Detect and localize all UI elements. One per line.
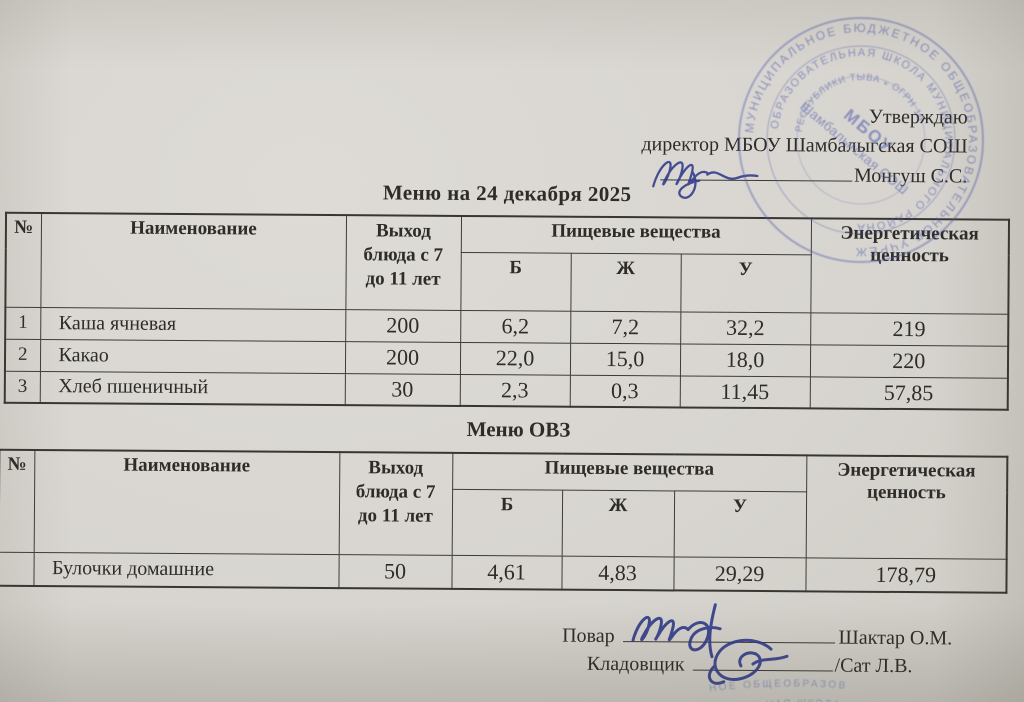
- header-num: №: [0, 449, 35, 552]
- cell-output: 200: [345, 309, 461, 342]
- header-energy: Энергетическая ценность: [805, 455, 1008, 559]
- bottom-stamp-arc1-text: НОЕ ОБЩЕОБРАЗОВ: [709, 678, 846, 694]
- cell-protein: 2,3: [459, 373, 570, 407]
- cell-carbs: 32,2: [680, 311, 811, 345]
- svg-text:НОЕ ОБЩЕОБРАЗОВ: НОЕ ОБЩЕОБРАЗОВ: [709, 678, 848, 694]
- cell-fat: 15,0: [569, 342, 681, 376]
- cell-fat: 4,83: [561, 555, 674, 591]
- header-name: Наименование: [40, 213, 347, 310]
- cook-signature-ink: [631, 603, 722, 659]
- bottom-stamp-arc2-text: НАЯ ШКОЛА: [766, 698, 840, 702]
- director-signature-ink: [652, 161, 759, 199]
- table-row: 3 Хлеб пшеничный 30 2,3 0,3 11,45 57,85: [4, 370, 1008, 410]
- cell-num: 1: [5, 306, 41, 340]
- cell-name: Булочки домашние: [33, 551, 339, 589]
- cell-num: 3: [4, 370, 40, 404]
- header-output: Выход блюда с 7 до 11 лет: [345, 215, 462, 310]
- cell-name: Хлеб пшеничный: [39, 371, 345, 406]
- cell-carbs: 11,45: [679, 375, 810, 409]
- table-row: Булочки домашние 50 4,61 4,83 29,29 178,…: [0, 551, 1007, 593]
- cell-carbs: 29,29: [673, 556, 806, 592]
- cell-energy: 57,85: [809, 376, 1008, 410]
- cook-label: Повар: [562, 624, 615, 648]
- cell-output: 200: [344, 341, 461, 374]
- cell-output: 30: [344, 373, 460, 406]
- cell-name: Какао: [39, 339, 346, 374]
- svg-text:НАЯ ШКОЛА: НАЯ ШКОЛА: [766, 698, 842, 702]
- cell-fat: 0,3: [569, 374, 680, 408]
- header-protein: Б: [460, 251, 571, 311]
- cell-output: 50: [338, 554, 452, 589]
- cell-protein: 4,61: [451, 554, 562, 590]
- ovz-menu-title: Меню ОВЗ: [466, 416, 571, 442]
- header-carbs: У: [673, 490, 807, 558]
- cook-name: Шактар О.М.: [838, 626, 953, 650]
- header-protein: Б: [451, 488, 563, 556]
- cell-energy: 219: [810, 312, 1009, 346]
- cell-num: [0, 551, 34, 586]
- cell-fat: 7,2: [570, 310, 681, 344]
- cell-name: Каша ячневая: [40, 307, 346, 342]
- cell-protein: 22,0: [459, 341, 571, 375]
- ovz-menu-table: № Наименование Выход блюда с 7 до 11 лет…: [0, 448, 1009, 594]
- cell-protein: 6,2: [460, 309, 571, 343]
- header-output: Выход блюда с 7 до 11 лет: [338, 452, 453, 555]
- cell-carbs: 18,0: [679, 343, 811, 377]
- cell-energy: 178,79: [805, 557, 1007, 593]
- cell-energy: 220: [809, 344, 1009, 378]
- header-fat: Ж: [561, 489, 675, 557]
- cell-num: 2: [4, 338, 41, 372]
- storekeeper-signature-ink: [707, 638, 789, 685]
- header-fat: Ж: [570, 252, 681, 312]
- header-name: Наименование: [33, 449, 340, 555]
- partial-stamp-bottom-icon: НОЕ ОБЩЕОБРАЗОВ НАЯ ШКОЛА: [709, 678, 848, 702]
- header-num: №: [5, 212, 42, 308]
- official-stamp-icon: МУНИЦИПАЛЬНОЕ БЮДЖЕТНОЕ ОБЩЕОБРАЗОВАТЕЛЬ…: [738, 17, 984, 263]
- header-nutrients: Пищевые вещества: [452, 452, 807, 492]
